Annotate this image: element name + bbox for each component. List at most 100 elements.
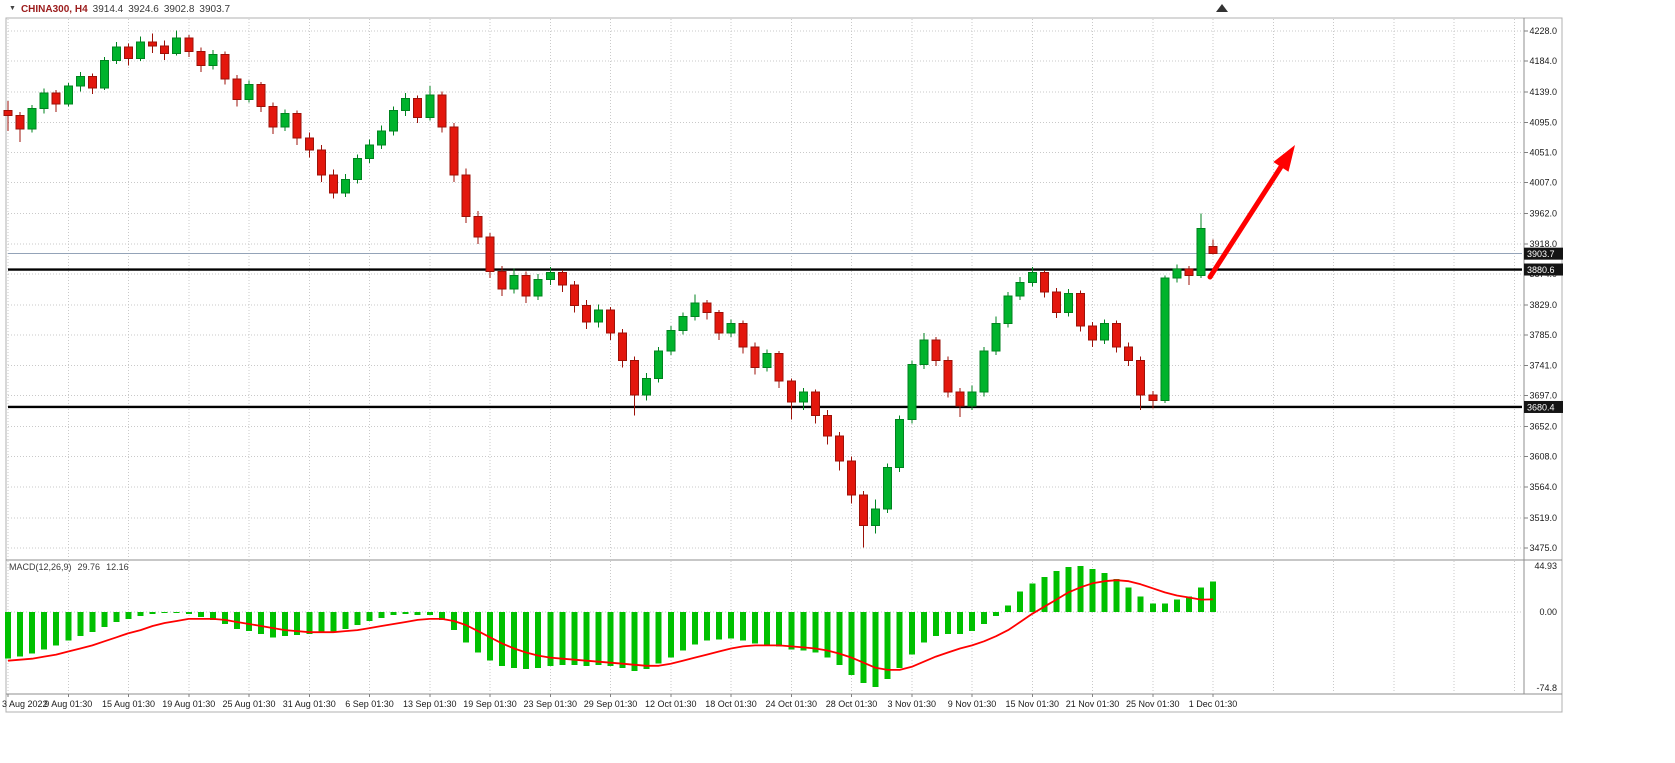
candle-body <box>160 45 170 55</box>
ohlc-close: 3903.7 <box>199 4 231 15</box>
candle <box>630 356 640 416</box>
candle <box>955 388 965 417</box>
time-axis-label: 28 Oct 01:30 <box>826 699 878 709</box>
candle-body <box>774 353 784 382</box>
candle-body <box>352 158 362 180</box>
candle <box>702 300 712 320</box>
candle <box>847 456 856 504</box>
candle <box>340 173 350 198</box>
time-axis-label: 1 Dec 01:30 <box>1189 699 1238 709</box>
time-axis-label: 9 Aug 01:30 <box>44 699 92 709</box>
time-axis-label: 19 Aug 01:30 <box>162 699 215 709</box>
time-axis-label: 31 Aug 01:30 <box>283 699 336 709</box>
candle-body <box>859 494 869 526</box>
candle <box>557 269 567 292</box>
level-price-badge-text: 3880.6 <box>1527 265 1555 275</box>
candle <box>377 125 387 150</box>
candle <box>726 319 736 338</box>
trend-arrow[interactable] <box>1207 145 1295 280</box>
trend-arrow-shaft <box>1207 160 1286 280</box>
candle-body <box>328 174 338 194</box>
candle-body <box>1015 281 1025 297</box>
candle-body <box>389 110 399 132</box>
price-axis-label: 3918.0 <box>1529 239 1557 249</box>
candle <box>1015 276 1025 301</box>
candle <box>1051 287 1061 318</box>
candle <box>678 312 688 335</box>
candle-body <box>822 414 832 437</box>
macd-axis-label: 0.00 <box>1539 607 1557 617</box>
candle <box>521 271 531 303</box>
candle-body <box>316 149 326 176</box>
candle <box>39 88 49 114</box>
candle-body <box>1160 277 1170 401</box>
price-axis-label: 3608.0 <box>1529 452 1557 462</box>
candle <box>642 372 652 401</box>
candle <box>148 33 158 53</box>
candle-body <box>172 37 182 55</box>
candle-body <box>425 94 435 119</box>
candle <box>172 30 182 56</box>
candle-body <box>365 144 374 160</box>
candle-body <box>39 92 49 110</box>
price-axis-label: 3697.0 <box>1529 391 1557 401</box>
price-axis-label: 3785.0 <box>1529 330 1557 340</box>
candles-layer <box>3 30 1218 548</box>
candle <box>1088 322 1097 347</box>
candle <box>111 41 121 64</box>
candle-body <box>1112 322 1122 348</box>
candle-body <box>340 178 350 194</box>
candle <box>15 112 25 143</box>
price-axis-label: 4007.0 <box>1529 178 1557 188</box>
candle <box>593 304 603 328</box>
candle-body <box>738 322 748 348</box>
candle <box>232 74 242 107</box>
price-axis-label: 4228.0 <box>1529 26 1557 36</box>
candle-body <box>618 332 628 362</box>
price-axis-label: 3519.0 <box>1529 513 1557 523</box>
candle-body <box>654 350 664 379</box>
candle <box>389 106 399 136</box>
candle-body <box>280 112 290 128</box>
time-axis-label: 9 Nov 01:30 <box>948 699 997 709</box>
candle-body <box>184 37 194 53</box>
candle-body <box>1196 228 1206 276</box>
candle <box>859 491 869 548</box>
candle <box>967 385 977 410</box>
candle-body <box>606 309 615 334</box>
candle <box>1100 319 1110 345</box>
level-price-badge: 3880.6 <box>1524 263 1563 276</box>
candle <box>196 47 206 73</box>
candle-body <box>834 435 844 462</box>
chart-shift-marker-icon[interactable] <box>1216 4 1228 12</box>
level-price-badge: 3680.4 <box>1524 400 1563 413</box>
candle-body <box>690 302 700 318</box>
candle <box>533 274 543 301</box>
time-axis-label: 15 Nov 01:30 <box>1005 699 1059 709</box>
candle-body <box>593 309 603 323</box>
candle-body <box>702 302 712 314</box>
candle <box>834 431 844 471</box>
candle-body <box>545 272 555 281</box>
candle <box>581 300 591 329</box>
candle-body <box>810 391 820 416</box>
candle-body <box>244 84 254 101</box>
candle <box>1196 213 1206 279</box>
candle-body <box>931 339 941 362</box>
macd-indicator-header: MACD(12,26,9) 29.76 12.16 <box>9 562 129 572</box>
price-axis-label: 4139.0 <box>1529 87 1557 97</box>
candle <box>606 307 615 340</box>
candle-body <box>871 508 881 526</box>
current-price-badge-text: 3903.7 <box>1527 249 1555 259</box>
candle-body <box>461 174 471 217</box>
candle-body <box>15 114 25 130</box>
candle <box>738 320 748 354</box>
symbol-dropdown-icon[interactable]: ▼ <box>9 5 16 12</box>
candle <box>714 309 724 340</box>
candle-body <box>509 274 519 290</box>
candle <box>979 346 989 397</box>
candle <box>461 168 471 224</box>
price-axis-label: 3829.0 <box>1529 300 1557 310</box>
